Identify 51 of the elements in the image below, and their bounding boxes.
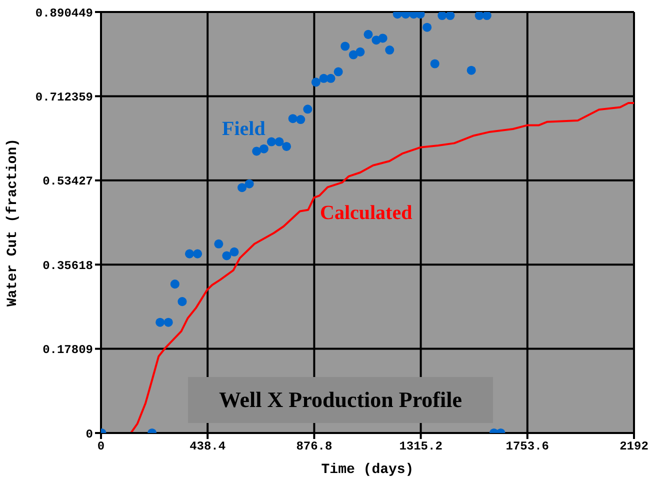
point [178, 297, 187, 306]
point [266, 137, 276, 146]
point [164, 318, 173, 327]
point [356, 47, 365, 56]
point [296, 115, 306, 124]
series-label: Field [222, 118, 266, 141]
point [156, 318, 165, 327]
x-tick-label: 2192 [620, 440, 648, 454]
x-tick-label: 1315.2 [399, 440, 442, 454]
point [466, 66, 476, 75]
point [288, 114, 298, 124]
y-tick-label: 0.890449 [35, 6, 93, 20]
x-tick-label: 0 [97, 440, 105, 454]
point [238, 183, 247, 192]
point [364, 30, 373, 39]
point [184, 249, 194, 258]
series-label: Calculated [320, 202, 412, 225]
point [311, 78, 320, 87]
y-tick-label: 0.712359 [35, 90, 93, 104]
y-tick-label: 0.17809 [42, 343, 93, 358]
point [422, 22, 432, 32]
y-tick-label: 0.53427 [42, 174, 93, 189]
point [438, 12, 447, 20]
point [170, 280, 180, 289]
point [446, 12, 455, 20]
point [230, 247, 239, 256]
y-tick-label: 0 [86, 427, 93, 442]
point [474, 12, 484, 20]
point [378, 34, 388, 43]
x-tick-label: 1753.6 [506, 440, 550, 454]
point [303, 104, 312, 114]
y-axis-title: Water Cut (fraction) [4, 138, 21, 307]
point [385, 46, 394, 55]
point [193, 249, 202, 258]
point [274, 137, 284, 146]
point [252, 146, 262, 156]
point [259, 144, 268, 154]
point [334, 67, 343, 76]
point [214, 239, 224, 248]
point [282, 142, 292, 151]
text: Well X Production Profile [219, 387, 462, 413]
y-tick-label: 0.35618 [42, 258, 93, 273]
x-axis-title: Time (days) [321, 462, 414, 477]
point [430, 59, 440, 68]
point [244, 179, 254, 188]
point [482, 12, 492, 20]
point [222, 251, 232, 260]
point [326, 74, 336, 83]
x-tick-label: 876.8 [296, 440, 332, 454]
x-tick-label: 438.4 [190, 440, 226, 454]
point [340, 42, 350, 51]
